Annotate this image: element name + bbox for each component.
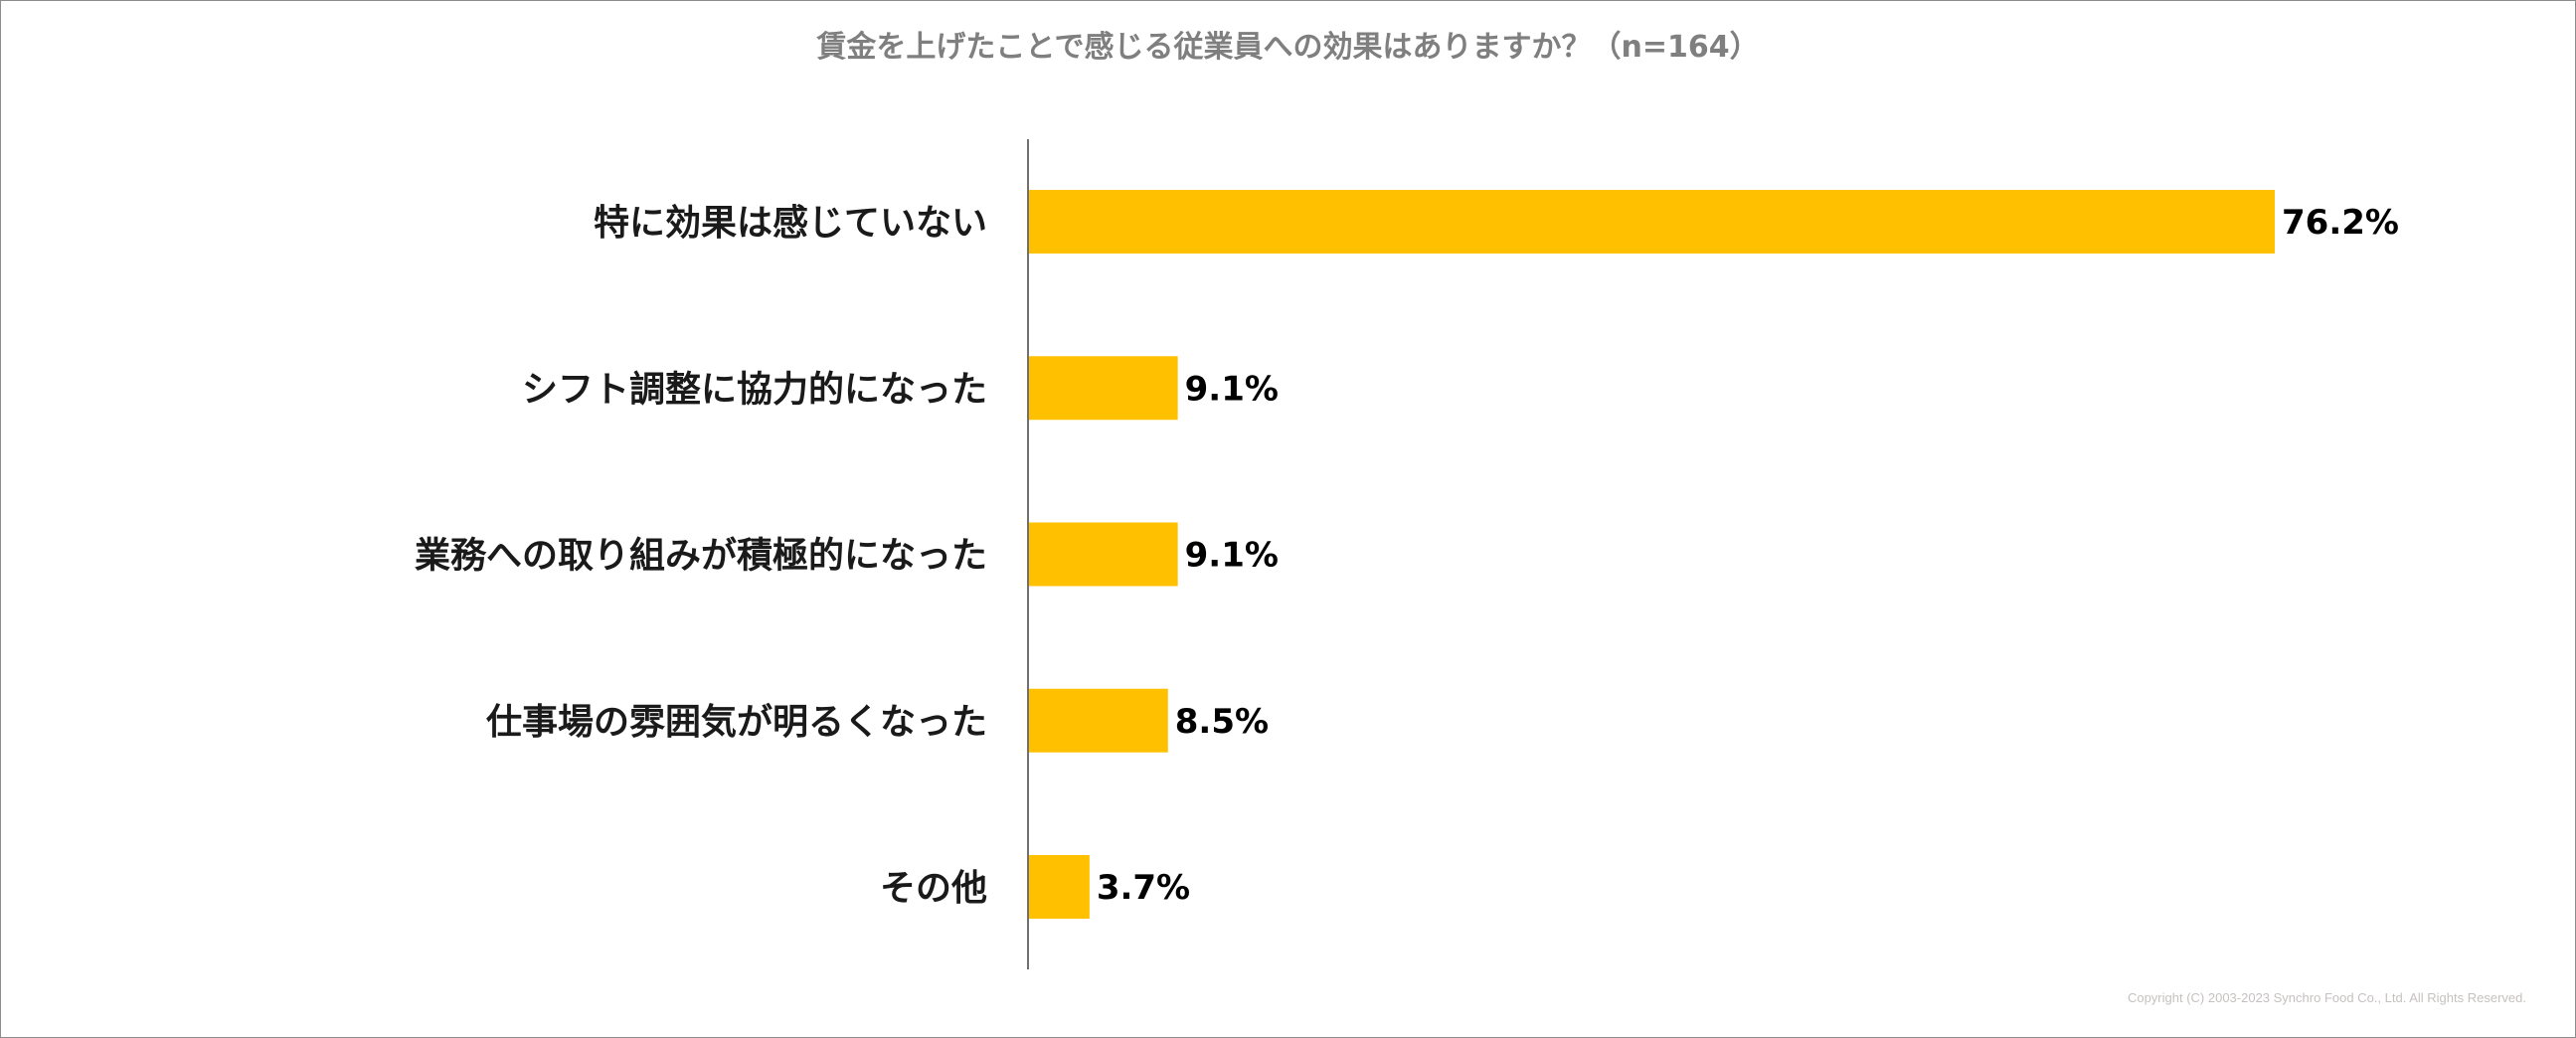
- bar: [1029, 356, 1178, 421]
- category-label: 仕事場の雰囲気が明るくなった: [486, 702, 987, 743]
- data-label: 9.1%: [1185, 369, 1279, 409]
- copyright-text: Copyright (C) 2003-2023 Synchro Food Co.…: [2127, 990, 2526, 1005]
- data-label: 9.1%: [1185, 536, 1279, 576]
- chart-title: 賃金を上げたことで感じる従業員への効果はありますか？（n=164）: [816, 30, 1760, 65]
- bar: [1029, 190, 2275, 254]
- data-label: 3.7%: [1097, 868, 1190, 908]
- bar: [1029, 522, 1178, 587]
- category-label: シフト調整に協力的になった: [522, 369, 987, 410]
- bar: [1029, 855, 1090, 919]
- bar: [1029, 688, 1168, 753]
- data-label: 8.5%: [1175, 702, 1269, 742]
- category-label: 特に効果は感じていない: [594, 203, 987, 244]
- data-label: 76.2%: [2282, 203, 2399, 243]
- category-label: 業務への取り組みが積極的になった: [415, 536, 987, 577]
- category-label: その他: [880, 868, 987, 909]
